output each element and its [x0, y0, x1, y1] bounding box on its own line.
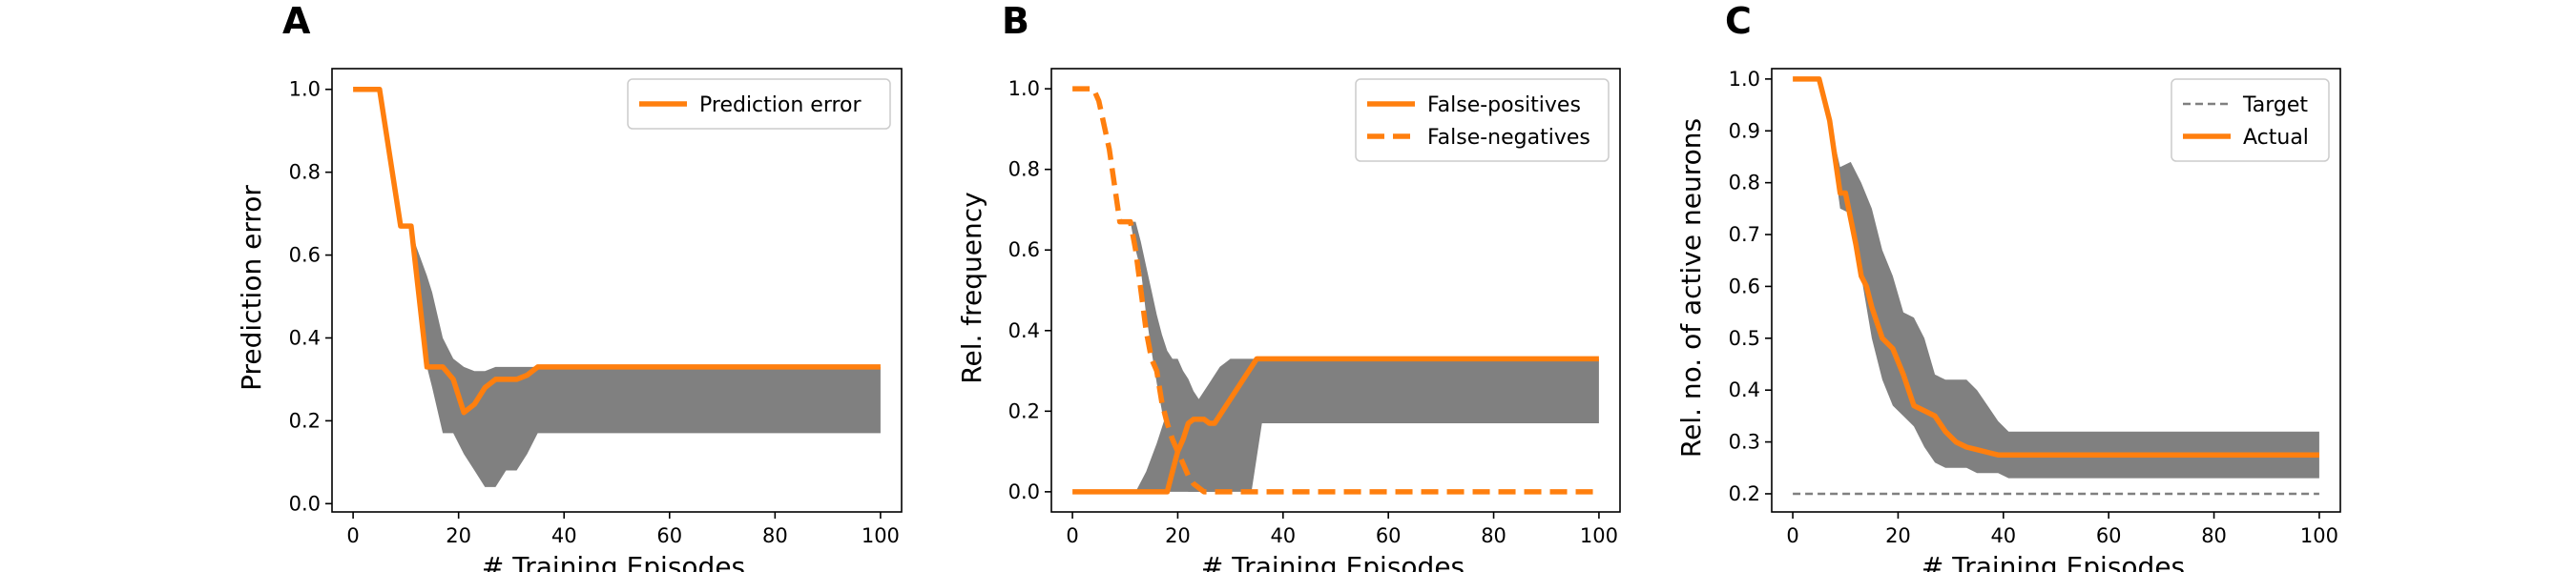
- y-tick-label: 0.2: [289, 409, 321, 432]
- axes-frame-b: [1050, 68, 1621, 513]
- y-tick-label: 0.4: [1008, 319, 1040, 342]
- x-axis-label-c: # Training Episodes: [1922, 551, 2185, 572]
- x-tick-label: 0: [346, 524, 359, 547]
- y-tick-label: 0.3: [1729, 431, 1760, 454]
- panel-a: A 0 20 40 60 80 100 0.0 0.2 0.4 0.6 0.8 1.0 Predicti…: [236, 0, 903, 572]
- x-tick-label: 40: [551, 524, 577, 547]
- x-tick-label: 100: [2300, 524, 2338, 547]
- x-axis-label-b: # Training Episodes: [1201, 551, 1465, 572]
- plot-c: 0 20 40 60 80 100 0.2 0.3 0.4 0.5 0.6 0.7 0.8 0.9 1.0 T…: [1729, 68, 2341, 547]
- x-tick-label: 40: [1990, 524, 2016, 547]
- legend-box: [627, 78, 891, 130]
- x-tick-label: 20: [1885, 524, 1911, 547]
- y-tick-label: 0.6: [1008, 238, 1040, 261]
- y-tick-label: 0.4: [289, 326, 321, 349]
- legend-label-target: Target: [2242, 93, 2308, 117]
- series-line-prediction-error: [353, 86, 881, 416]
- shaded-band-c-0: [1793, 78, 2319, 479]
- plot-a: 0 20 40 60 80 100 0.0 0.2 0.4 0.6 0.8 1.0 Prediction…: [289, 68, 903, 547]
- x-tick-label: 60: [656, 524, 682, 547]
- panel-c: C 0 20 40 60 80 100 0.2 0.3 0.4 0.5 0.6 0.7 0.8 0.9 1.…: [1675, 0, 2341, 572]
- x-tick-label: 60: [2096, 524, 2122, 547]
- panel-letter-c: C: [1725, 0, 1752, 42]
- axes-frame-c: [1771, 68, 2341, 513]
- x-tick-label: 80: [2201, 524, 2227, 547]
- x-tick-label: 80: [1481, 524, 1506, 547]
- y-tick-label: 1.0: [289, 78, 321, 101]
- panel-letter-b: B: [1002, 0, 1029, 42]
- shaded-band-a-0: [353, 89, 881, 487]
- series-line-false-positives: [1072, 356, 1599, 495]
- y-tick-label: 0.7: [1729, 223, 1760, 246]
- y-tick-label: 0.9: [1729, 119, 1760, 142]
- legend-label-false-negatives: False-negatives: [1427, 126, 1590, 150]
- y-axis-label-a: Prediction error: [236, 185, 267, 391]
- y-tick-label: 0.2: [1008, 399, 1040, 422]
- y-tick-label: 0.4: [1729, 378, 1760, 401]
- y-tick-label: 0.0: [289, 492, 321, 515]
- y-axis-label-c: Rel. no. of active neurons: [1675, 118, 1707, 458]
- legend-c: Target Actual: [2171, 78, 2330, 162]
- legend-label-prediction-error: Prediction error: [699, 93, 862, 117]
- axes-frame-a: [331, 68, 903, 513]
- y-tick-label: 0.0: [1008, 480, 1040, 503]
- x-tick-label: 20: [1165, 524, 1191, 547]
- panel-letter-a: A: [282, 0, 311, 42]
- legend-a: Prediction error: [627, 78, 891, 130]
- panel-b: B 0 20 40 60 80 100 0.0 0.2 0.4 0.6 0.8 1.0 False-po…: [956, 0, 1621, 572]
- x-tick-label: 40: [1270, 524, 1296, 547]
- y-tick-label: 1.0: [1729, 68, 1760, 91]
- x-tick-label: 0: [1066, 524, 1078, 547]
- x-tick-label: 60: [1376, 524, 1402, 547]
- x-tick-label: 0: [1786, 524, 1798, 547]
- legend-b: False-positives False-negatives: [1355, 78, 1610, 162]
- legend-box: [2171, 78, 2330, 162]
- legend-box: [1355, 78, 1610, 162]
- y-axis-label-b: Rel. frequency: [956, 192, 987, 383]
- y-tick-label: 0.6: [289, 244, 321, 267]
- legend-label-false-positives: False-positives: [1427, 93, 1581, 117]
- shaded-band-b-1: [1135, 358, 1599, 492]
- x-tick-label: 100: [862, 524, 900, 547]
- plot-b: 0 20 40 60 80 100 0.0 0.2 0.4 0.6 0.8 1.0 False-posi…: [1008, 68, 1621, 547]
- x-axis-label-a: # Training Episodes: [482, 551, 745, 572]
- series-line-false-negatives: [1072, 86, 1599, 495]
- x-tick-label: 100: [1580, 524, 1618, 547]
- x-tick-label: 20: [446, 524, 471, 547]
- legend-label-actual: Actual: [2243, 126, 2309, 150]
- y-tick-label: 0.5: [1729, 327, 1760, 350]
- series-line-actual: [1793, 76, 2319, 458]
- y-tick-label: 0.8: [1008, 158, 1040, 181]
- y-tick-label: 0.6: [1729, 275, 1760, 297]
- y-tick-label: 1.0: [1008, 77, 1040, 100]
- y-tick-label: 0.8: [1729, 172, 1760, 194]
- y-tick-label: 0.2: [1729, 482, 1760, 505]
- y-tick-label: 0.8: [289, 161, 321, 184]
- x-tick-label: 80: [762, 524, 788, 547]
